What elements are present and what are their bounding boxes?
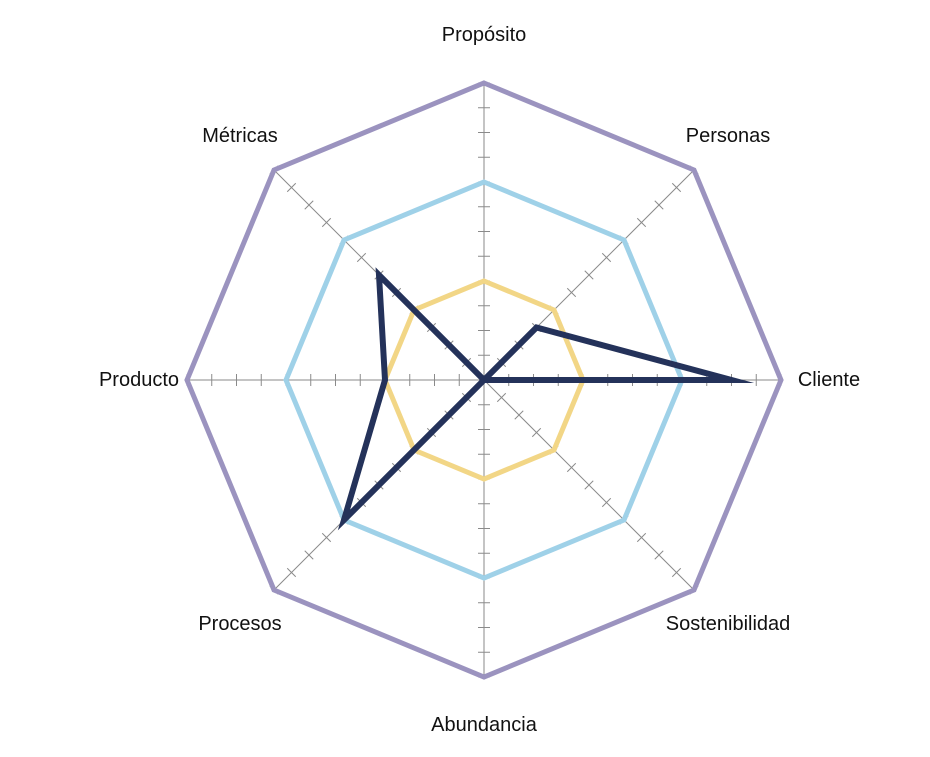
axis-tick [671,182,682,193]
axis-tick [514,410,524,420]
axis-label-personas: Personas [686,125,771,147]
series-polygon-1 [184,80,784,680]
axis-label-sostenibilidad: Sostenibilidad [666,613,791,635]
axis-tick [304,550,314,560]
axis-label-cliente: Cliente [798,369,860,391]
series-layer [184,80,784,680]
axis-label-producto: Producto [99,369,179,391]
axis-tick [321,217,332,228]
axis-tick [584,480,594,490]
axis-tick [636,217,647,228]
axis-label-proposito: Propósito [442,24,527,46]
axis-tick [566,287,577,298]
axis-tick [321,532,332,543]
axis-tick [654,200,664,210]
axis-tick [531,427,542,438]
series-polygon-4 [337,267,755,531]
axis-tick [584,270,594,280]
axis-tick [496,392,507,403]
axis-label-procesos: Procesos [198,613,281,635]
axis-tick [671,567,682,578]
axis-label-metricas: Métricas [202,125,278,147]
axis-tick [601,497,612,508]
axis-tick [636,532,647,543]
axis-tick [654,550,664,560]
series-polygon-2 [283,179,685,581]
labels-layer: Propósito Personas Cliente Sostenibilidad Ab… [99,24,860,736]
axis-tick [356,252,367,263]
axis-tick [601,252,612,263]
axis-tick [286,182,297,193]
axis-label-abundancia: Abundancia [431,714,538,736]
axis-tick [304,200,314,210]
axis-tick [286,567,297,578]
axis-tick [566,462,577,473]
